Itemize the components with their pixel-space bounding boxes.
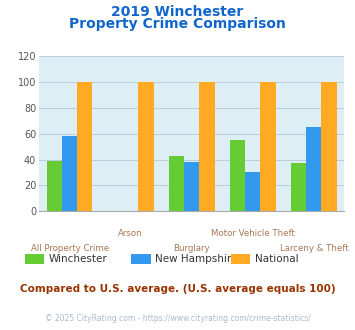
Text: Larceny & Theft: Larceny & Theft <box>279 244 348 252</box>
Bar <box>291 163 306 211</box>
Bar <box>47 161 62 211</box>
Text: Motor Vehicle Theft: Motor Vehicle Theft <box>211 229 295 238</box>
Bar <box>184 162 200 211</box>
Bar <box>169 156 184 211</box>
Text: 2019 Winchester: 2019 Winchester <box>111 5 244 19</box>
Bar <box>261 82 275 211</box>
Text: National: National <box>255 254 298 264</box>
Bar <box>230 140 245 211</box>
Text: Arson: Arson <box>118 229 143 238</box>
Text: Property Crime Comparison: Property Crime Comparison <box>69 17 286 31</box>
Bar <box>77 82 92 211</box>
Text: Compared to U.S. average. (U.S. average equals 100): Compared to U.S. average. (U.S. average … <box>20 284 335 294</box>
Text: Burglary: Burglary <box>173 244 210 252</box>
Text: © 2025 CityRating.com - https://www.cityrating.com/crime-statistics/: © 2025 CityRating.com - https://www.city… <box>45 314 310 323</box>
Bar <box>306 127 322 211</box>
Bar <box>62 136 77 211</box>
Text: Winchester: Winchester <box>49 254 107 264</box>
Bar <box>322 82 337 211</box>
Text: New Hampshire: New Hampshire <box>155 254 237 264</box>
Bar <box>200 82 214 211</box>
Text: All Property Crime: All Property Crime <box>31 244 109 252</box>
Bar <box>245 172 261 211</box>
Bar <box>138 82 153 211</box>
